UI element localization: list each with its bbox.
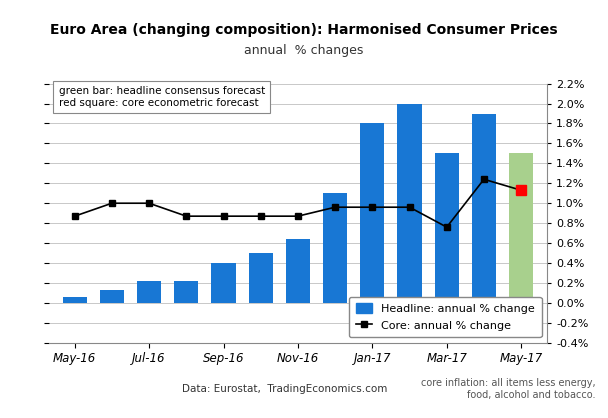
Text: Data: Eurostat,  TradingEconomics.com: Data: Eurostat, TradingEconomics.com: [182, 384, 388, 394]
Bar: [472, 114, 496, 303]
Bar: [249, 253, 273, 303]
Bar: [398, 104, 421, 303]
Bar: [323, 193, 347, 303]
Bar: [174, 281, 198, 303]
Text: Euro Area (changing composition): Harmonised Consumer Prices: Euro Area (changing composition): Harmon…: [50, 23, 558, 37]
Text: GROUP: GROUP: [16, 394, 35, 399]
Text: SAXO: SAXO: [15, 375, 36, 381]
Bar: [509, 153, 533, 303]
Text: core inflation: all items less energy,
food, alcohol and tobacco.: core inflation: all items less energy, f…: [421, 378, 596, 400]
Text: green bar: headline consensus forecast
red square: core econometric forecast: green bar: headline consensus forecast r…: [58, 86, 265, 108]
Legend: Headline: annual % change, Core: annual % change: Headline: annual % change, Core: annual …: [349, 297, 542, 337]
Bar: [100, 290, 124, 303]
Bar: [435, 153, 459, 303]
Text: TradingFloor·com: TradingFloor·com: [29, 383, 132, 393]
Bar: [212, 263, 235, 303]
Bar: [360, 123, 384, 303]
Bar: [137, 281, 161, 303]
Bar: [286, 239, 310, 303]
Text: annual  % changes: annual % changes: [244, 44, 364, 57]
Bar: [63, 297, 87, 303]
